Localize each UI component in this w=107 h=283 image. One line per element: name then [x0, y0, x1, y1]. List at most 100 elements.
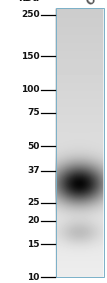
Text: 15: 15: [27, 240, 40, 249]
Bar: [56, 201, 104, 202]
Bar: [56, 151, 104, 152]
Bar: [56, 235, 104, 236]
Bar: [56, 186, 104, 187]
Bar: [56, 172, 104, 173]
Bar: [56, 174, 104, 175]
Bar: [56, 165, 104, 166]
Bar: [56, 50, 104, 51]
Bar: [56, 269, 104, 270]
Bar: [56, 150, 104, 151]
Bar: [56, 209, 104, 210]
Text: 25: 25: [27, 198, 40, 207]
Bar: [56, 91, 104, 92]
Bar: [56, 152, 104, 153]
Bar: [56, 199, 104, 200]
Bar: [56, 258, 104, 259]
Bar: [56, 137, 104, 138]
Bar: [56, 275, 104, 276]
Bar: [56, 103, 104, 104]
Bar: [56, 118, 104, 119]
Text: 100: 100: [21, 85, 40, 94]
Bar: [56, 130, 104, 131]
Bar: [56, 187, 104, 188]
Bar: [56, 128, 104, 130]
Bar: [56, 10, 104, 11]
Bar: [56, 20, 104, 21]
Bar: [56, 161, 104, 162]
Bar: [56, 194, 104, 195]
Bar: [56, 95, 104, 96]
Bar: [56, 140, 104, 141]
Bar: [56, 202, 104, 203]
Bar: [56, 249, 104, 250]
Bar: [56, 72, 104, 73]
Bar: [56, 234, 104, 235]
Bar: [56, 261, 104, 262]
Bar: [56, 243, 104, 244]
Text: 10: 10: [27, 273, 40, 282]
Bar: [56, 127, 104, 128]
Bar: [56, 68, 104, 69]
Bar: [56, 273, 104, 274]
Bar: [56, 78, 104, 79]
Bar: [56, 14, 104, 15]
Bar: [56, 125, 104, 126]
Bar: [56, 83, 104, 84]
Bar: [56, 214, 104, 215]
Bar: [56, 97, 104, 98]
Bar: [56, 171, 104, 172]
Bar: [56, 115, 104, 116]
Bar: [56, 154, 104, 155]
Bar: [56, 75, 104, 76]
Bar: [56, 242, 104, 243]
Bar: [56, 196, 104, 197]
Bar: [56, 153, 104, 154]
Bar: [56, 60, 104, 61]
Bar: [56, 116, 104, 117]
Bar: [56, 63, 104, 64]
Bar: [56, 149, 104, 150]
Bar: [56, 228, 104, 229]
Bar: [56, 178, 104, 179]
Bar: [56, 177, 104, 178]
Bar: [56, 142, 104, 143]
Bar: [56, 189, 104, 190]
Bar: [56, 197, 104, 198]
Bar: [56, 173, 104, 174]
Bar: [56, 220, 104, 221]
Bar: [56, 155, 104, 156]
Bar: [56, 143, 104, 144]
Bar: [56, 11, 104, 12]
Bar: [56, 73, 104, 74]
Bar: [56, 248, 104, 249]
Bar: [56, 192, 104, 193]
Bar: [56, 74, 104, 75]
Text: 37: 37: [27, 166, 40, 175]
Bar: [56, 101, 104, 102]
Bar: [56, 138, 104, 139]
Bar: [56, 217, 104, 218]
Bar: [56, 25, 104, 26]
Bar: [56, 69, 104, 70]
Bar: [56, 43, 104, 44]
Bar: [56, 23, 104, 24]
Bar: [56, 193, 104, 194]
Bar: [56, 9, 104, 10]
Bar: [56, 218, 104, 219]
Bar: [56, 31, 104, 32]
Bar: [56, 163, 104, 164]
Bar: [56, 40, 104, 41]
Bar: [56, 93, 104, 94]
Bar: [56, 13, 104, 14]
Bar: [56, 79, 104, 80]
Bar: [56, 47, 104, 48]
Bar: [56, 175, 104, 176]
Bar: [56, 84, 104, 85]
Bar: [56, 229, 104, 230]
Bar: [56, 113, 104, 114]
Bar: [56, 100, 104, 101]
Bar: [56, 136, 104, 137]
Bar: [56, 156, 104, 157]
Bar: [56, 238, 104, 239]
Bar: [56, 117, 104, 118]
